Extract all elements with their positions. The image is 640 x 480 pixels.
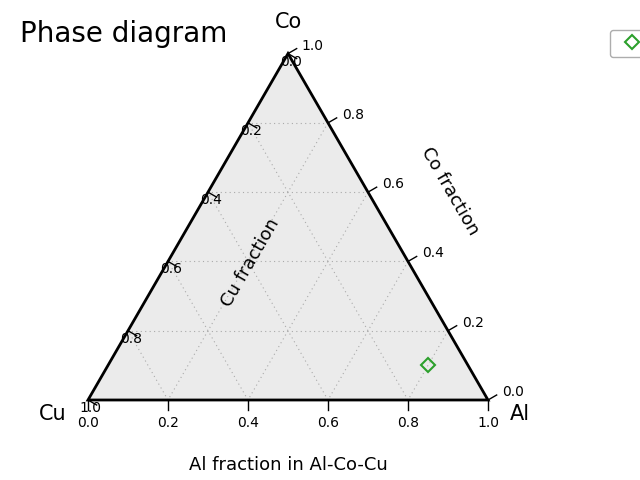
- Text: Cu fraction: Cu fraction: [218, 216, 283, 310]
- Text: 0.2: 0.2: [157, 416, 179, 430]
- Text: 1.0: 1.0: [477, 416, 499, 430]
- Text: 0.0: 0.0: [280, 55, 302, 69]
- Text: 1.0: 1.0: [80, 401, 102, 415]
- Polygon shape: [88, 54, 488, 400]
- Text: 0.6: 0.6: [382, 177, 404, 191]
- Text: 0.6: 0.6: [317, 416, 339, 430]
- Legend: MMD-1952 (this entry): MMD-1952 (this entry): [610, 30, 640, 57]
- Text: 0.2: 0.2: [462, 316, 484, 330]
- Text: 0.2: 0.2: [240, 124, 262, 138]
- Text: 0.4: 0.4: [237, 416, 259, 430]
- Text: 0.8: 0.8: [120, 332, 142, 346]
- Text: 0.8: 0.8: [342, 108, 364, 122]
- Text: 1.0: 1.0: [302, 38, 324, 53]
- Text: Al fraction in Al-Co-Cu: Al fraction in Al-Co-Cu: [189, 456, 387, 474]
- Text: Co fraction: Co fraction: [418, 144, 483, 238]
- Text: Al: Al: [510, 404, 530, 424]
- Text: 0.4: 0.4: [200, 193, 222, 207]
- Text: Cu: Cu: [38, 404, 66, 424]
- Text: 0.6: 0.6: [160, 263, 182, 276]
- Text: Co: Co: [275, 12, 301, 32]
- Text: 0.0: 0.0: [502, 385, 524, 399]
- Text: Phase diagram: Phase diagram: [20, 20, 227, 48]
- Text: 0.0: 0.0: [77, 416, 99, 430]
- Text: 0.8: 0.8: [397, 416, 419, 430]
- Text: 0.4: 0.4: [422, 246, 444, 261]
